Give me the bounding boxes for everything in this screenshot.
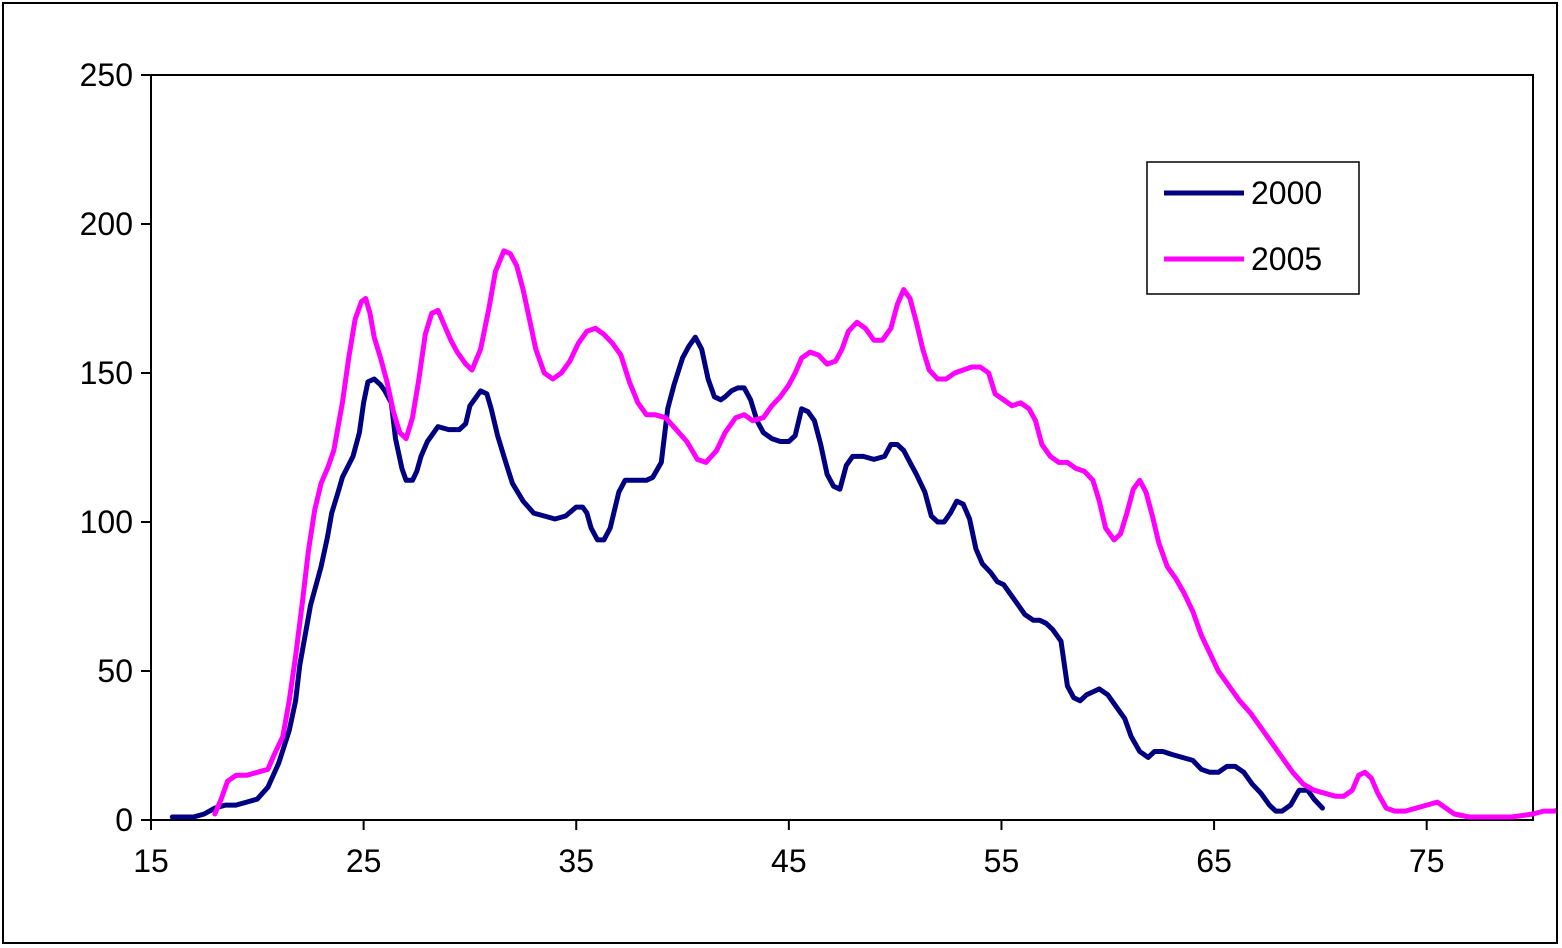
line-chart: 0 50 100 150 200 250 15 25 35 45 55 65 75 2000 2005 [80,57,1556,879]
series-line-2005 [212,248,1556,820]
series-line-2000 [169,334,1325,820]
x-tick-label: 55 [984,843,1020,879]
legend-label-2005: 2005 [1251,241,1322,277]
axis-ticks: 0 50 100 150 200 250 15 25 35 45 55 65 75 [80,57,1445,879]
plot-area [150,74,1534,821]
x-tick-label: 65 [1196,843,1232,879]
y-tick-label: 100 [80,504,133,540]
y-tick-label: 200 [80,206,133,242]
legend-box [1146,161,1360,295]
series-lines [169,248,1556,820]
y-tick-label: 0 [115,802,133,838]
y-tick-label: 250 [80,57,133,93]
x-tick-label: 45 [771,843,807,879]
y-tick-label: 50 [97,653,133,689]
x-tick-label: 15 [133,843,169,879]
legend: 2000 2005 [1146,161,1360,295]
x-tick-label: 35 [558,843,594,879]
x-tick-label: 25 [346,843,382,879]
x-tick-label: 75 [1409,843,1445,879]
y-tick-label: 150 [80,355,133,391]
legend-label-2000: 2000 [1251,175,1322,211]
